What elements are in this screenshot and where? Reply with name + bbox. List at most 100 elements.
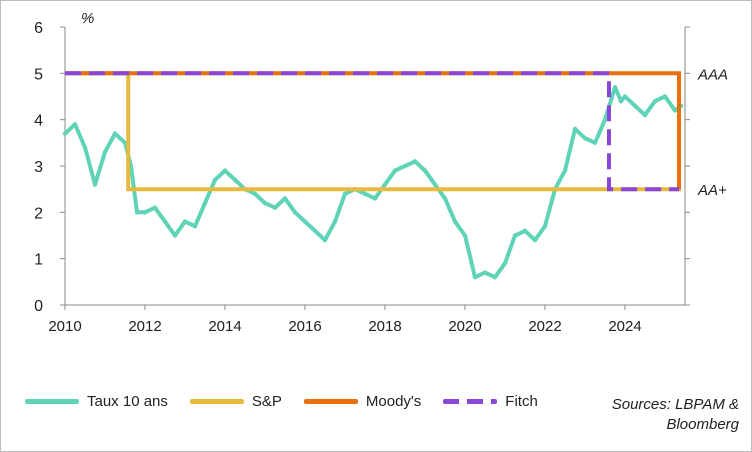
point-taux xyxy=(462,233,468,238)
legend: Taux 10 ans S&P Moody's Fitch xyxy=(25,393,585,410)
series-moodys xyxy=(65,71,681,190)
point-taux xyxy=(262,200,268,206)
legend-swatch-fitch xyxy=(443,399,498,404)
point-taux xyxy=(662,94,668,99)
point-taux xyxy=(222,168,228,173)
point-taux xyxy=(562,168,568,173)
point-taux xyxy=(542,224,548,229)
y-tick-label: 5 xyxy=(34,66,43,83)
rating-label: AAA xyxy=(697,66,728,83)
x-tick-label: 2024 xyxy=(608,318,641,335)
legend-label-taux: Taux 10 ans xyxy=(87,393,168,410)
source-note: Sources: LBPAM & Bloomberg xyxy=(569,395,739,435)
point-taux xyxy=(612,85,618,90)
source-line-2: Bloomberg xyxy=(666,416,739,433)
y-tick-label: 3 xyxy=(34,159,43,176)
point-taux xyxy=(492,275,498,280)
point-taux xyxy=(142,210,148,215)
point-taux xyxy=(618,98,624,104)
point-taux xyxy=(302,219,308,224)
point-taux xyxy=(482,270,488,275)
y-tick-label: 1 xyxy=(34,252,43,269)
point-taux xyxy=(312,228,318,234)
x-tick-label: 2018 xyxy=(368,318,401,335)
legend-swatch-taux xyxy=(25,399,79,404)
point-taux xyxy=(72,122,78,127)
y-tick-label: 0 xyxy=(34,298,43,315)
point-taux xyxy=(602,117,608,122)
point-taux xyxy=(532,237,538,243)
point-taux xyxy=(182,219,188,224)
point-taux xyxy=(582,136,588,141)
point-taux xyxy=(362,191,368,196)
point-taux xyxy=(522,228,528,234)
point-taux xyxy=(62,131,68,136)
point-taux xyxy=(412,159,418,164)
y-axis-unit-label: % xyxy=(81,10,94,27)
point-taux xyxy=(212,177,218,183)
point-taux xyxy=(652,98,658,104)
point-taux xyxy=(152,205,158,210)
axes xyxy=(60,26,690,310)
point-taux xyxy=(502,261,508,266)
series-sp xyxy=(65,71,681,192)
legend-swatch-moodys xyxy=(303,399,358,404)
x-tick-label: 2022 xyxy=(528,318,561,335)
point-taux xyxy=(202,200,208,206)
legend-swatch-sp xyxy=(189,399,244,404)
point-taux xyxy=(342,191,348,196)
point-taux xyxy=(392,168,398,173)
point-taux xyxy=(402,163,408,169)
rating-label: AA+ xyxy=(697,182,727,199)
point-taux xyxy=(92,182,98,187)
point-taux xyxy=(432,182,438,187)
point-taux xyxy=(472,275,478,280)
y-tick-label: 6 xyxy=(34,20,43,37)
legend-label-fitch: Fitch xyxy=(505,393,538,410)
point-taux xyxy=(112,131,118,136)
point-taux xyxy=(122,140,128,146)
point-taux xyxy=(572,126,578,132)
y-tick-label: 4 xyxy=(34,113,43,130)
point-taux xyxy=(252,191,258,196)
series-fitch xyxy=(65,71,679,192)
point-taux xyxy=(322,237,328,243)
point-taux xyxy=(282,196,288,201)
x-tick-label: 2010 xyxy=(48,318,81,335)
point-taux xyxy=(192,224,198,229)
legend-item-moodys: Moody's xyxy=(303,393,422,410)
x-tick-label: 2014 xyxy=(208,318,241,335)
point-taux xyxy=(332,219,338,224)
point-taux xyxy=(172,233,178,238)
point-taux xyxy=(372,196,378,201)
point-taux xyxy=(512,233,518,238)
legend-label-moodys: Moody's xyxy=(365,393,422,410)
tick-labels: 0 1 2 3 4 5 6 2010 2012 2014 2016 2018 2020 2022 2024 A… xyxy=(34,20,728,335)
legend-item-sp: S&P xyxy=(189,393,282,410)
point-taux xyxy=(452,219,458,224)
x-tick-label: 2012 xyxy=(128,318,161,335)
legend-label-sp: S&P xyxy=(251,393,282,410)
legend-item-fitch: Fitch xyxy=(443,393,538,410)
point-taux xyxy=(382,182,388,187)
point-taux xyxy=(672,108,678,113)
point-taux xyxy=(422,168,428,173)
y-tick-label: 2 xyxy=(34,205,43,222)
point-taux xyxy=(442,196,448,201)
point-taux xyxy=(134,210,140,215)
point-taux xyxy=(272,205,278,210)
series-taux-10-ans xyxy=(63,85,683,280)
chart-svg: % 0 1 2 3 4 5 6 2010 2012 2014 2016 2018 2020 2022 202… xyxy=(34,10,728,335)
point-taux xyxy=(622,94,628,99)
point-taux xyxy=(642,112,648,118)
point-taux xyxy=(632,103,638,108)
point-taux xyxy=(82,145,88,150)
point-taux xyxy=(592,140,598,146)
point-taux xyxy=(232,177,238,183)
x-tick-label: 2016 xyxy=(288,318,321,335)
source-line-1: Sources: LBPAM & xyxy=(611,396,739,413)
point-taux xyxy=(162,219,168,224)
series-layer xyxy=(62,71,684,280)
legend-item-taux: Taux 10 ans xyxy=(25,393,168,410)
